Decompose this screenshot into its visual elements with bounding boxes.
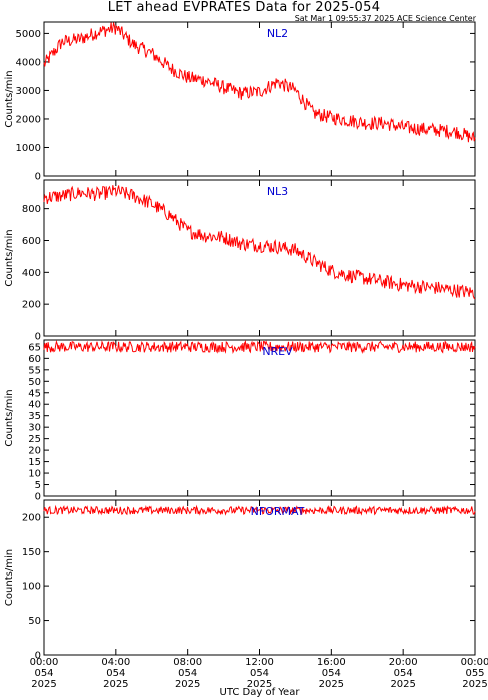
y-axis-label: Counts/min <box>4 389 15 446</box>
panel-frame <box>43 179 476 337</box>
y-tick-label: 1000 <box>16 143 41 154</box>
panel-frame <box>43 21 476 177</box>
y-tick-label: 50 <box>28 377 41 388</box>
y-tick-label: 3000 <box>16 86 41 97</box>
series-line-nrev <box>43 339 476 355</box>
y-axis-label: Counts/min <box>4 70 15 127</box>
series-line-nl3 <box>43 185 476 300</box>
x-tick-time-label: 16:00 <box>317 657 346 668</box>
x-tick-time-label: 00:00 <box>461 657 488 668</box>
series-name-nl2: NL2 <box>267 27 288 40</box>
y-axis-label: Counts/min <box>4 229 15 286</box>
y-tick-label: 5000 <box>16 29 41 40</box>
x-tick-day-label: 054 <box>394 668 413 679</box>
chart-title: LET ahead EVPRATES Data for 2025-054 <box>107 0 381 15</box>
y-tick-label: 800 <box>22 204 41 215</box>
y-tick-label: 20 <box>28 446 41 457</box>
series-name-nrev: NREV <box>262 345 293 358</box>
panel-frame <box>43 339 476 497</box>
y-tick-label: 40 <box>28 400 41 411</box>
x-tick-year-label: 2025 <box>390 679 415 690</box>
x-tick-year-label: 2025 <box>31 679 56 690</box>
x-tick-year-label: 2025 <box>319 679 344 690</box>
x-tick-year-label: 2025 <box>247 679 272 690</box>
x-tick-day-label: 054 <box>178 668 197 679</box>
x-tick-day-label: 054 <box>322 668 341 679</box>
y-tick-label: 600 <box>22 236 41 247</box>
y-tick-label: 50 <box>28 616 41 627</box>
y-axis-label: Counts/min <box>4 549 15 606</box>
x-tick-time-label: 04:00 <box>101 657 130 668</box>
y-tick-label: 45 <box>28 388 41 399</box>
x-tick-time-label: 00:00 <box>30 657 59 668</box>
y-tick-label: 2000 <box>16 114 41 125</box>
x-tick-time-label: 20:00 <box>389 657 418 668</box>
y-tick-label: 4000 <box>16 57 41 68</box>
x-tick-year-label: 2025 <box>103 679 128 690</box>
y-tick-label: 200 <box>22 300 41 311</box>
y-tick-label: 5 <box>35 480 41 491</box>
x-tick-day-label: 054 <box>250 668 269 679</box>
x-tick-time-label: 12:00 <box>245 657 274 668</box>
y-tick-label: 55 <box>28 365 41 376</box>
y-tick-label: 0 <box>35 332 41 343</box>
y-tick-label: 400 <box>22 268 41 279</box>
x-tick-day-label: 054 <box>34 668 53 679</box>
y-tick-label: 15 <box>28 457 41 468</box>
series-name-nl3: NL3 <box>267 185 288 198</box>
y-tick-label: 0 <box>35 651 41 662</box>
series-line-nl2 <box>43 22 476 143</box>
y-tick-label: 65 <box>28 342 41 353</box>
series-name-nformat: NFORMAT <box>251 505 305 518</box>
y-tick-label: 200 <box>22 513 41 524</box>
x-tick-day-label: 054 <box>106 668 125 679</box>
series-line-nformat <box>43 504 476 516</box>
x-tick-year-label: 2025 <box>175 679 200 690</box>
y-tick-label: 30 <box>28 423 41 434</box>
y-tick-label: 35 <box>28 411 41 422</box>
y-tick-label: 10 <box>28 469 41 480</box>
x-tick-day-label: 055 <box>465 668 484 679</box>
x-tick-time-label: 08:00 <box>173 657 202 668</box>
y-tick-label: 60 <box>28 354 41 365</box>
y-tick-label: 25 <box>28 434 41 445</box>
x-axis-label: UTC Day of Year <box>220 687 301 698</box>
y-tick-label: 150 <box>22 547 41 558</box>
y-tick-label: 100 <box>22 582 41 593</box>
generated-timestamp: Sat Mar 1 09:55:37 2025 ACE Science Cent… <box>294 14 476 23</box>
panel-frame <box>43 499 476 656</box>
x-tick-year-label: 2025 <box>462 679 487 690</box>
y-tick-label: 0 <box>35 492 41 503</box>
y-tick-label: 0 <box>35 172 41 183</box>
